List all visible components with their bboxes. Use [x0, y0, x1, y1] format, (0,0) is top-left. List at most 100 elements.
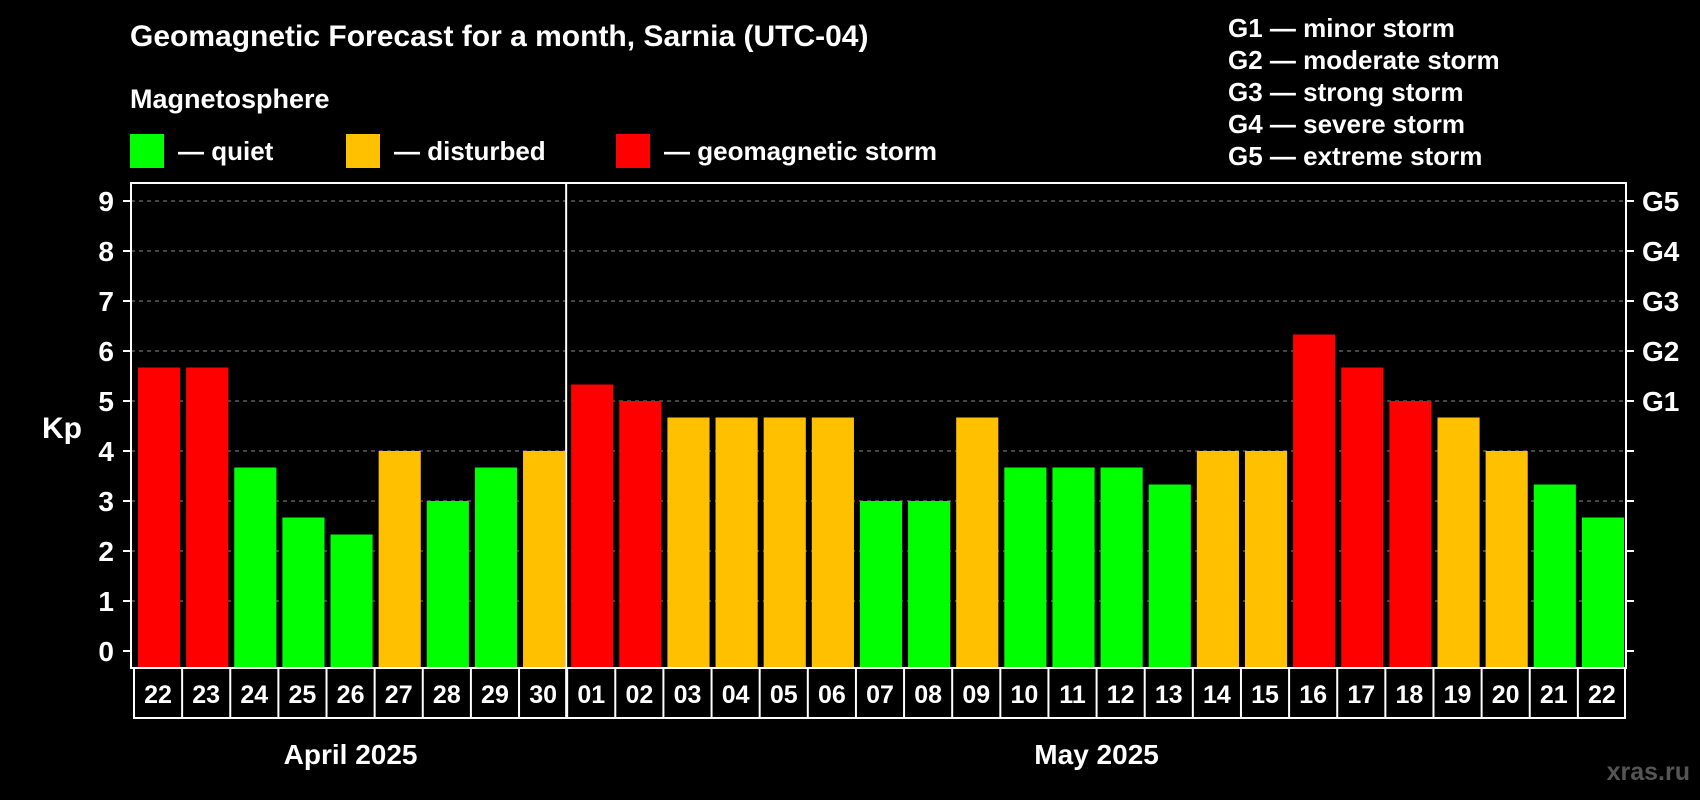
x-tick-label: 08	[914, 681, 942, 709]
x-tick-label: 13	[1155, 681, 1183, 709]
y-tick-label: 7	[98, 286, 114, 317]
watermark: xras.ru	[1606, 758, 1690, 786]
x-tick-label: 14	[1203, 681, 1231, 709]
kp-bar	[1437, 417, 1480, 668]
kp-bar	[1533, 484, 1576, 668]
y-tick-label: 6	[98, 336, 114, 367]
x-tick-label: 28	[433, 681, 461, 709]
kp-bar	[1485, 451, 1528, 668]
y-axis-label: Kp	[42, 412, 82, 445]
x-tick-label: 21	[1540, 681, 1568, 709]
g-level-label: G2	[1642, 336, 1679, 367]
g-scale-item: G1 — minor storm	[1228, 13, 1455, 43]
kp-bar	[811, 417, 854, 668]
kp-bar	[1244, 451, 1288, 668]
y-tick-label: 2	[98, 536, 114, 567]
x-tick-label: 01	[577, 681, 605, 709]
kp-bar	[956, 417, 999, 668]
y-tick-label: 3	[98, 486, 114, 517]
kp-bar	[282, 517, 325, 668]
kp-bar	[186, 367, 229, 668]
kp-bar	[1341, 367, 1384, 668]
x-tick-label: 22	[1588, 681, 1616, 709]
kp-bar	[667, 417, 710, 668]
legend-label-quiet: — quiet	[178, 135, 274, 166]
legend-subtitle: Magnetosphere	[130, 84, 330, 114]
kp-bar	[571, 384, 614, 668]
x-tick-label: 20	[1492, 681, 1520, 709]
x-tick-label: 25	[289, 681, 317, 709]
y-tick-label: 9	[98, 186, 114, 217]
y-tick-label: 1	[98, 586, 114, 617]
kp-bar	[715, 417, 758, 668]
x-tick-label: 15	[1251, 681, 1279, 709]
legend-label-disturbed: — disturbed	[394, 135, 546, 166]
x-tick-label: 06	[818, 681, 846, 709]
x-tick-label: 17	[1347, 681, 1375, 709]
kp-bar	[1389, 401, 1432, 668]
x-tick-label: 26	[337, 681, 365, 709]
kp-bar	[1581, 517, 1624, 668]
kp-bar	[859, 501, 903, 668]
legend-label-storm: — geomagnetic storm	[664, 135, 938, 166]
x-tick-label: 30	[529, 681, 557, 709]
x-tick-label: 19	[1444, 681, 1472, 709]
legend-swatch-quiet	[130, 134, 164, 168]
g-scale-item: G4 — severe storm	[1228, 109, 1466, 139]
g-scale-item: G3 — strong storm	[1228, 77, 1464, 107]
x-tick-label: 09	[962, 681, 990, 709]
legend-item-storm: — geomagnetic storm	[616, 134, 937, 168]
x-tick-label: 12	[1107, 681, 1135, 709]
legend-swatch-storm	[616, 134, 650, 168]
x-tick-label: 24	[240, 681, 268, 709]
g-scale-item: G2 — moderate storm	[1228, 45, 1500, 75]
x-tick-label: 23	[192, 681, 220, 709]
x-tick-label: 03	[674, 681, 702, 709]
kp-bar	[523, 451, 566, 668]
kp-bar	[1148, 484, 1191, 668]
kp-bar	[619, 401, 662, 668]
g-scale-item: G5 — extreme storm	[1228, 141, 1483, 171]
g-level-label: G3	[1642, 286, 1679, 317]
kp-bar	[908, 501, 951, 668]
x-tick-label: 10	[1010, 681, 1038, 709]
x-tick-label: 11	[1059, 681, 1086, 709]
chart-title: Geomagnetic Forecast for a month, Sarnia…	[130, 20, 869, 53]
kp-bar	[378, 451, 421, 668]
x-tick-label: 22	[144, 681, 172, 709]
g-scale-legend: G1 — minor storm G2 — moderate storm G3 …	[1228, 12, 1500, 172]
x-tick-label: 16	[1299, 681, 1327, 709]
x-tick-label: 27	[385, 681, 413, 709]
kp-bar	[426, 501, 469, 668]
legend-item-disturbed: — disturbed	[346, 134, 546, 168]
g-level-label: G1	[1642, 386, 1679, 417]
kp-bar	[763, 417, 806, 668]
month-label: April 2025	[284, 739, 418, 770]
kp-bar	[1293, 334, 1336, 668]
y-tick-label: 5	[98, 386, 114, 417]
kp-bar	[1052, 467, 1095, 668]
x-tick-label: 04	[722, 681, 750, 709]
kp-bar	[1196, 451, 1239, 668]
kp-bar	[330, 534, 373, 668]
x-tick-label: 02	[625, 681, 653, 709]
x-tick-label: 18	[1396, 681, 1424, 709]
g-level-label: G4	[1642, 236, 1680, 267]
kp-bar	[474, 467, 518, 668]
kp-bar	[138, 367, 181, 668]
kp-bar	[1004, 467, 1047, 668]
x-tick-label: 07	[866, 681, 894, 709]
x-tick-label: 05	[770, 681, 798, 709]
legend-swatch-disturbed	[346, 134, 380, 168]
date-strip	[133, 667, 1626, 719]
y-tick-label: 4	[98, 436, 114, 467]
kp-bar	[234, 467, 277, 668]
x-tick-label: 29	[481, 681, 509, 709]
legend-item-quiet: — quiet	[130, 134, 273, 168]
month-label: May 2025	[1034, 739, 1159, 770]
g-level-label: G5	[1642, 186, 1679, 217]
y-tick-label: 0	[98, 636, 114, 667]
y-tick-label: 8	[98, 236, 114, 267]
kp-bar	[1100, 467, 1143, 668]
